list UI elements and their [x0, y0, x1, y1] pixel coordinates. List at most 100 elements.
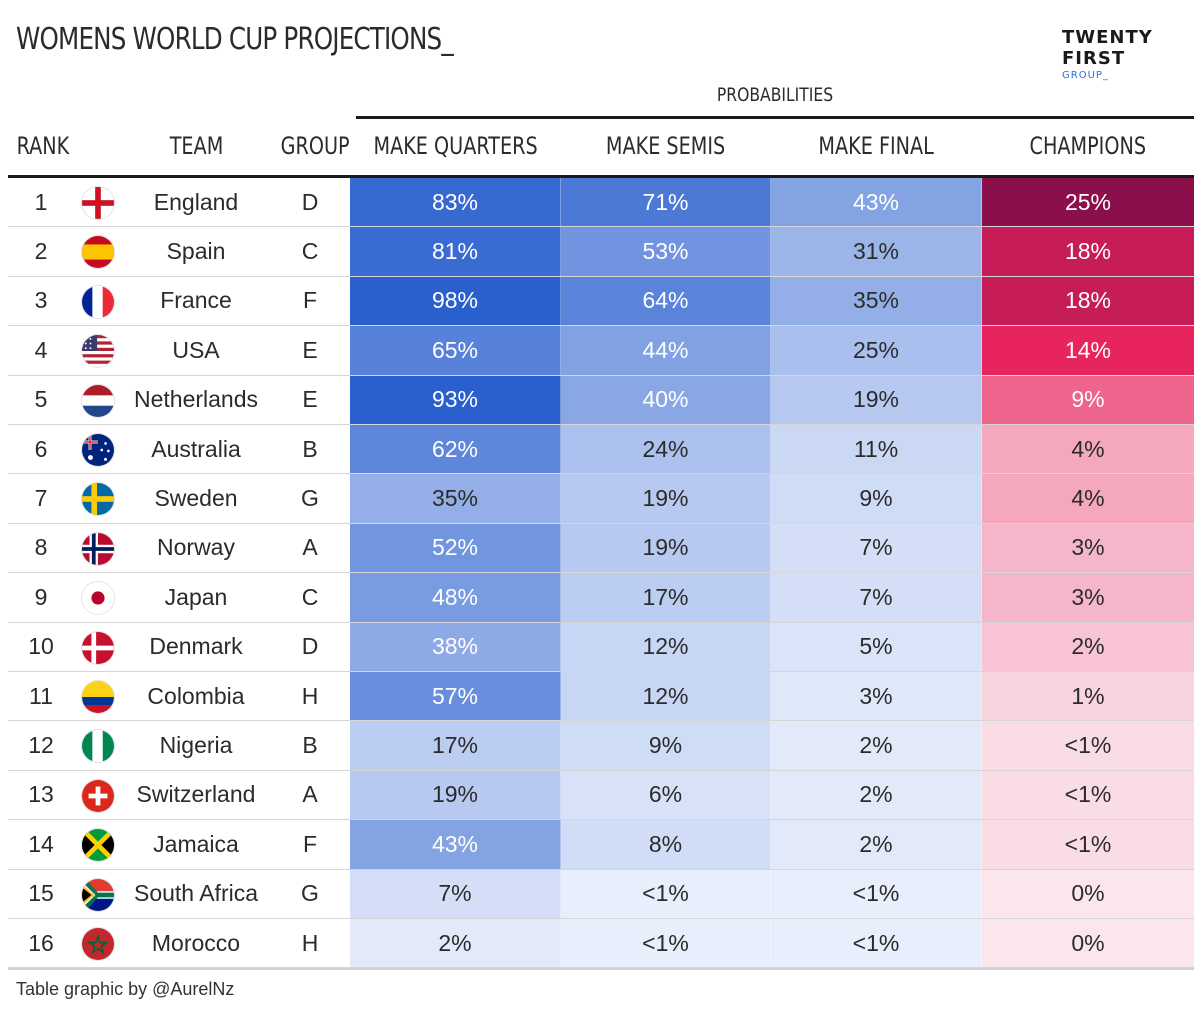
quarters-cell: 52% [350, 523, 561, 573]
group-cell: D [301, 188, 319, 215]
table-row: 15 South Africa G 7% <1% <1% 0% [8, 869, 1194, 919]
header-make-semis: MAKE SEMIS [606, 132, 726, 160]
champions-cell: 18% [982, 276, 1194, 326]
champions-cell: <1% [982, 721, 1194, 770]
table-row: 14 Jamaica F 43% 8% 2% <1% [8, 820, 1194, 870]
rank-cell: 11 [29, 682, 53, 709]
denmark-flag-icon [81, 630, 115, 665]
australia-flag-icon [81, 433, 115, 467]
semis-cell: 19% [561, 474, 771, 523]
quarters-cell: 2% [350, 919, 561, 968]
team-cell: England [153, 188, 239, 215]
rank-cell: 1 [34, 188, 48, 215]
group-cell: E [302, 386, 318, 413]
rank-cell: 2 [34, 238, 48, 265]
south-africa-flag-icon [81, 877, 115, 912]
rank-cell: 4 [34, 336, 48, 363]
final-cell: 25% [771, 326, 982, 375]
rank-cell: 15 [28, 880, 54, 907]
probabilities-label: PROBABILITIES [716, 84, 834, 106]
rank-cell: 14 [28, 830, 54, 857]
group-cell: F [302, 287, 318, 314]
champions-cell: 1% [982, 672, 1194, 721]
header-champions: CHAMPIONS [1029, 132, 1147, 160]
table-row: 16 Morocco H 2% <1% <1% 0% [8, 919, 1194, 969]
group-cell: C [301, 238, 319, 265]
team-cell: Switzerland [136, 781, 256, 808]
final-cell: 2% [771, 770, 982, 820]
quarters-cell: 35% [350, 474, 561, 523]
norway-flag-icon [81, 531, 115, 566]
header-make-quarters: MAKE QUARTERS [373, 132, 538, 160]
final-cell: 11% [771, 425, 982, 474]
semis-cell: 19% [561, 523, 771, 573]
group-cell: G [301, 880, 319, 907]
champions-cell: 18% [982, 227, 1194, 276]
team-cell: France [160, 287, 232, 314]
group-cell: F [302, 830, 318, 857]
group-cell: H [301, 929, 319, 956]
quarters-cell: 57% [350, 672, 561, 721]
rank-cell: 3 [34, 287, 48, 314]
champions-cell: 3% [982, 523, 1194, 573]
quarters-cell: 65% [350, 326, 561, 375]
group-cell: C [301, 583, 319, 610]
table-row: 2 Spain C 81% 53% 31% 18% [8, 227, 1194, 277]
group-cell: D [301, 633, 319, 660]
credit-footer: Table graphic by @AurelNz [16, 979, 235, 999]
group-cell: H [301, 682, 319, 709]
quarters-cell: 83% [350, 178, 561, 227]
table-row: 1 England D 83% 71% 43% 25% [8, 178, 1194, 228]
quarters-cell: 81% [350, 227, 561, 276]
final-cell: 35% [771, 276, 982, 326]
semis-cell: 24% [561, 425, 771, 474]
champions-cell: <1% [982, 820, 1194, 869]
team-cell: Norway [157, 534, 235, 561]
table-row: 7 Sweden G 35% 19% 9% 4% [8, 474, 1194, 524]
table-row: 12 Nigeria B 17% 9% 2% <1% [8, 721, 1194, 771]
table-bottom-rule [8, 968, 1194, 970]
semis-cell: 64% [561, 276, 771, 326]
semis-cell: 12% [561, 622, 771, 671]
team-cell: Spain [166, 238, 226, 265]
twenty-first-group-logo: TWENTY FIRST GROUP_ [1062, 27, 1172, 81]
spain-flag-icon [81, 235, 115, 270]
champions-cell: 2% [982, 622, 1194, 671]
rank-cell: 10 [28, 633, 54, 660]
netherlands-flag-icon [81, 383, 115, 418]
header-make-final: MAKE FINAL [818, 132, 935, 160]
champions-cell: 0% [982, 919, 1194, 968]
rank-cell: 12 [28, 732, 54, 759]
final-cell: 31% [771, 227, 982, 276]
team-cell: Sweden [154, 485, 238, 512]
champions-cell: 0% [982, 869, 1194, 918]
semis-cell: <1% [561, 869, 771, 918]
quarters-cell: 62% [350, 425, 561, 474]
group-cell: E [302, 336, 318, 363]
group-cell: G [301, 485, 319, 512]
final-cell: 19% [771, 375, 982, 424]
rank-cell: 16 [28, 929, 54, 956]
header-team: TEAM [169, 132, 223, 160]
nigeria-flag-icon [81, 729, 115, 764]
group-cell: A [302, 781, 318, 808]
group-cell: A [302, 534, 318, 561]
semis-cell: 40% [561, 375, 771, 424]
quarters-cell: 17% [350, 721, 561, 770]
team-cell: Morocco [151, 929, 241, 956]
semis-cell: <1% [561, 919, 771, 968]
table-row: 4 USA E 65% 44% 25% 14% [8, 326, 1194, 376]
rank-cell: 9 [34, 583, 48, 610]
final-cell: 9% [771, 474, 982, 523]
final-cell: 43% [771, 178, 982, 227]
semis-cell: 9% [561, 721, 771, 770]
jamaica-flag-icon [81, 828, 115, 863]
quarters-cell: 98% [350, 276, 561, 326]
japan-flag-icon [81, 581, 115, 616]
semis-cell: 71% [561, 178, 771, 227]
table-row: 8 Norway A 52% 19% 7% 3% [8, 523, 1194, 574]
table-row: 6 Australia B 62% 24% 11% 4% [8, 425, 1194, 475]
morocco-flag-icon [81, 927, 115, 961]
final-cell: 2% [771, 721, 982, 770]
france-flag-icon [81, 284, 115, 319]
